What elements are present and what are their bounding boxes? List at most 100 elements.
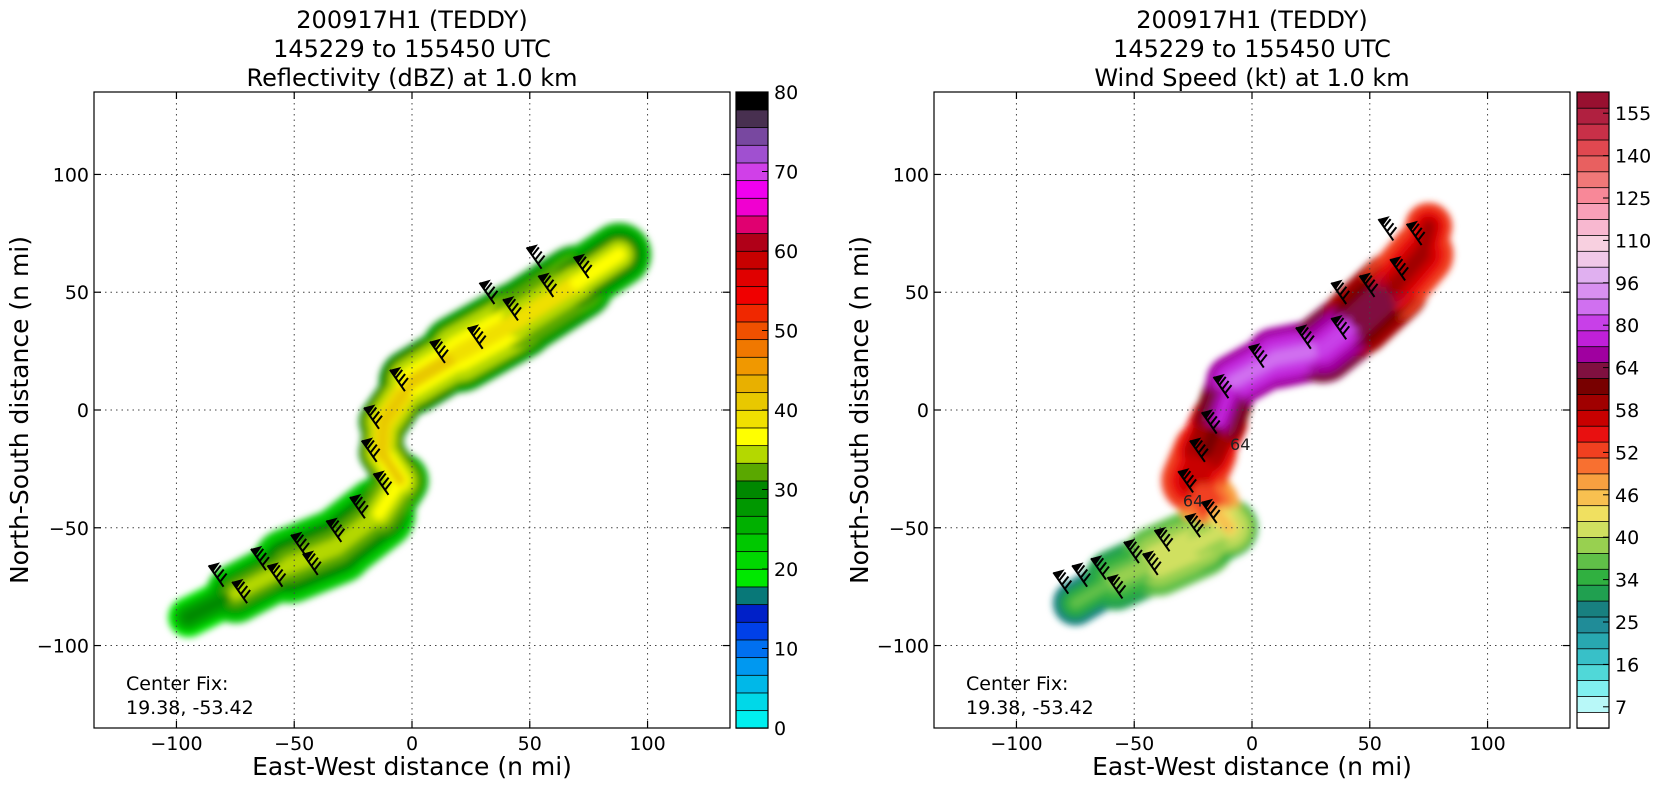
y-tick-label: 50	[65, 282, 89, 304]
x-tick-label: 0	[406, 733, 418, 755]
y-tick-label: −100	[37, 636, 89, 658]
wind-speed-colorbar: 7 16 25 34 40 46 52 58 64 80 96 110 125 140 155	[1576, 91, 1651, 729]
wind-barb	[372, 470, 393, 496]
colorbar-swatch	[1576, 568, 1610, 586]
x-tick-label: −100	[990, 733, 1042, 755]
field-segment	[1350, 279, 1402, 329]
colorbar-swatch	[1576, 123, 1610, 141]
colorbar-swatch	[1576, 314, 1610, 332]
wind-speed-panel: 200917H1 (TEDDY) 145229 to 155450 UTC Wi…	[845, 6, 1651, 781]
wind-barb	[389, 366, 409, 392]
y-axis-label: North-South distance (n mi)	[845, 236, 874, 584]
colorbar-swatch	[1576, 711, 1610, 729]
colorbar-swatch	[1576, 504, 1610, 522]
colorbar-swatch	[735, 250, 769, 270]
grid-lines	[934, 92, 1570, 728]
wind-barb	[1090, 555, 1110, 581]
colorbar-tick-label: 40	[774, 400, 798, 422]
colorbar-swatch	[735, 427, 769, 447]
wind-barb	[290, 531, 310, 557]
wind-barb	[1071, 562, 1091, 588]
colorbar-swatch	[735, 338, 769, 358]
wind-barb	[429, 338, 449, 364]
wind-barb	[1153, 527, 1174, 552]
colorbar-swatch	[735, 515, 769, 535]
colorbar-swatch	[735, 374, 769, 394]
reflectivity-field	[168, 222, 652, 638]
colorbar-tick-label: 140	[1615, 146, 1651, 168]
wind-barb	[302, 550, 322, 576]
wind-barb	[1212, 373, 1233, 399]
wind-barb	[231, 578, 251, 604]
wind-barb	[1405, 220, 1426, 246]
panel-title-line-1: 200917H1 (TEDDY)	[1136, 6, 1367, 34]
wind-barb	[1052, 569, 1073, 595]
colorbar-swatch	[1576, 600, 1610, 618]
x-tick-label: 50	[518, 733, 542, 755]
y-tick-label: 100	[53, 164, 89, 186]
wind-barb	[250, 545, 270, 571]
field-segment	[183, 589, 240, 622]
wind-barb	[363, 404, 383, 430]
x-tick-label: −50	[274, 733, 314, 755]
field-segment	[450, 311, 527, 363]
field-segment	[1416, 221, 1434, 260]
colorbar-tick-label: 50	[774, 321, 798, 343]
colorbar-swatch	[1576, 473, 1610, 491]
wind-barb	[360, 437, 381, 463]
colorbar-swatch	[735, 621, 769, 641]
colorbar-tick-label: 80	[1615, 315, 1639, 337]
colorbar-swatch	[1576, 91, 1610, 109]
plot-frame	[933, 91, 1571, 729]
y-tick-label: −50	[889, 518, 929, 540]
colorbar-swatch	[1576, 282, 1610, 300]
colorbar-swatch	[1576, 520, 1610, 538]
wind-barb	[1358, 272, 1379, 298]
colorbar-swatch	[1576, 536, 1610, 554]
colorbar-swatch	[735, 603, 769, 623]
colorbar-swatch	[1576, 695, 1610, 713]
center-fix-value: 19.38, -53.42	[966, 697, 1094, 719]
x-tick-label: 100	[629, 733, 665, 755]
colorbar-swatch	[1576, 409, 1610, 427]
colorbar-swatch	[735, 179, 769, 199]
colorbar-swatch	[1576, 107, 1610, 125]
colorbar-swatch	[735, 656, 769, 676]
colorbar-swatch	[735, 197, 769, 217]
colorbar-swatch	[1576, 139, 1610, 157]
colorbar-tick-label: 60	[774, 241, 798, 263]
wind-barb	[1123, 538, 1143, 564]
colorbar-swatch	[735, 409, 769, 429]
colorbar-swatch	[735, 674, 769, 694]
colorbar-swatch	[735, 709, 769, 729]
reflectivity-panel: 200917H1 (TEDDY) 145229 to 155450 UTC Re…	[5, 6, 798, 781]
field-segment	[372, 474, 407, 520]
field-segment	[1150, 534, 1208, 569]
field-segment	[569, 247, 627, 290]
y-axis-label: North-South distance (n mi)	[5, 236, 34, 584]
x-tick-label: −50	[1114, 733, 1154, 755]
colorbar-swatch	[735, 303, 769, 323]
wind-barb	[1200, 498, 1221, 524]
colorbar-swatch	[735, 586, 769, 606]
colorbar-tick-label: 58	[1615, 400, 1639, 422]
x-ticks: −100 −50 0 50 100	[150, 92, 666, 755]
colorbar-swatch	[735, 232, 769, 252]
contour-label: 64	[1183, 492, 1203, 511]
colorbar-swatch	[1576, 266, 1610, 284]
colorbar-swatch	[735, 268, 769, 288]
panel-title-line-2: 145229 to 155450 UTC	[273, 35, 551, 63]
panel-title-line-1: 200917H1 (TEDDY)	[296, 6, 527, 34]
colorbar-swatch	[1576, 648, 1610, 666]
wind-barb	[1184, 512, 1204, 538]
wind-speed-field	[1052, 202, 1454, 626]
field-segment	[376, 447, 406, 486]
colorbar-swatch	[735, 91, 769, 111]
grid-lines	[94, 92, 730, 728]
colorbar-swatch	[1576, 393, 1610, 411]
colorbar-tick-label: 64	[1615, 358, 1639, 380]
y-ticks: −100 −50 0 50 100	[877, 164, 1570, 658]
colorbar-swatch	[735, 391, 769, 411]
wind-barb	[525, 244, 546, 270]
